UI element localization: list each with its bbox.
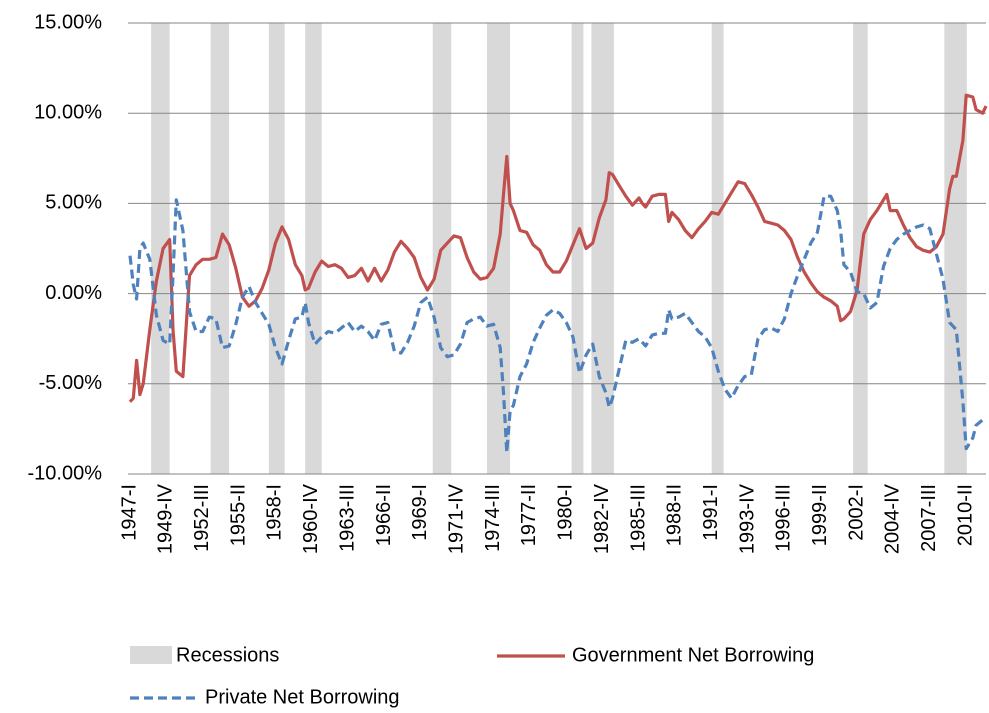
legend-label: Recessions [176, 644, 279, 666]
recession-band [305, 23, 322, 474]
x-tick-label: 2010-II [954, 484, 976, 546]
y-tick-label: 5.00% [45, 192, 102, 214]
x-tick-label: 1949-IV [155, 483, 177, 554]
x-tick-label: 1999-II [809, 484, 831, 546]
y-tick-label: -5.00% [39, 372, 103, 394]
series-line [128, 93, 988, 403]
x-tick-label: 1960-IV [300, 483, 322, 554]
x-tick-label: 1985-III [627, 484, 649, 552]
x-tick-label: 1947-I [118, 484, 140, 541]
legend-label: Government Net Borrowing [572, 644, 814, 666]
legend-swatch [130, 646, 172, 664]
recession-band [268, 23, 285, 474]
series-line [128, 194, 987, 454]
x-tick-label: 1952-III [191, 484, 213, 552]
x-tick-label: 2002-I [845, 484, 867, 541]
recession-band [151, 23, 170, 474]
x-tick-label: 1963-III [336, 484, 358, 552]
recession-band [591, 23, 614, 474]
y-tick-label: 0.00% [45, 282, 102, 304]
x-tick-label: 1982-IV [591, 483, 613, 554]
x-tick-label: 1991-I [700, 484, 722, 541]
y-tick-label: -10.00% [28, 462, 103, 484]
x-tick-label: 1974-III [482, 484, 504, 552]
x-tick-label: 1958-I [264, 484, 286, 541]
legend-label: Private Net Borrowing [205, 686, 400, 708]
recession-band [944, 23, 967, 474]
x-tick-label: 1971-IV [445, 483, 467, 554]
recession-band [711, 23, 724, 474]
x-tick-label: 1996-III [773, 484, 795, 552]
x-tick-label: 1993-IV [736, 483, 758, 554]
x-tick-label: 2004-IV [882, 483, 904, 554]
x-tick-label: 1988-II [664, 484, 686, 546]
x-tick-label: 1955-II [227, 484, 249, 546]
x-tick-label: 2007-III [918, 484, 940, 552]
y-tick-label: 15.00% [34, 11, 102, 33]
x-tick-label: 1966-II [373, 484, 395, 546]
recession-band [571, 23, 584, 474]
y-tick-label: 10.00% [34, 101, 102, 123]
x-tick-label: 1969-I [409, 484, 431, 541]
x-tick-label: 1980-I [555, 484, 577, 541]
x-tick-label: 1977-II [518, 484, 540, 546]
